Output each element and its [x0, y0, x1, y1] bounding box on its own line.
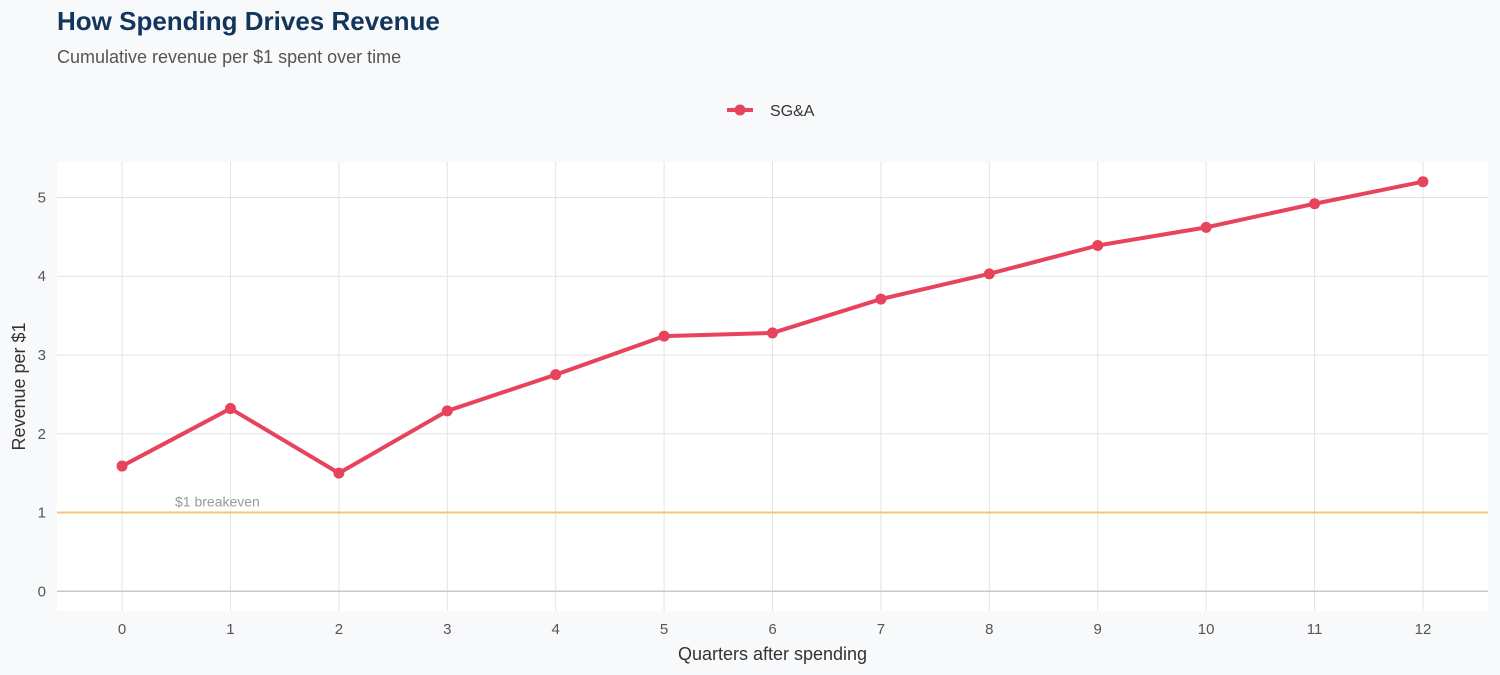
data-point [1309, 198, 1321, 210]
x-tick-label: 11 [1307, 621, 1323, 638]
data-point [1417, 176, 1429, 188]
data-point [333, 467, 345, 479]
x-tick-label: 1 [226, 621, 234, 638]
chart-subtitle: Cumulative revenue per $1 spent over tim… [57, 47, 402, 67]
data-point [1092, 239, 1104, 251]
data-point [875, 293, 887, 305]
y-axis-label: Revenue per $1 [9, 322, 29, 450]
chart-title: How Spending Drives Revenue [57, 6, 440, 36]
y-tick-label: 0 [38, 583, 46, 600]
data-point [983, 268, 995, 280]
data-point [441, 405, 453, 417]
x-tick-label: 3 [443, 621, 451, 638]
breakeven-label: $1 breakeven [175, 494, 260, 510]
y-tick-label: 4 [38, 268, 46, 285]
x-tick-label: 5 [660, 621, 668, 638]
data-point [116, 460, 128, 472]
legend-marker [734, 104, 746, 116]
data-point [658, 330, 670, 342]
y-tick-label: 1 [38, 505, 46, 522]
y-tick-label: 3 [38, 347, 46, 364]
x-tick-label: 12 [1415, 621, 1432, 638]
data-point [550, 369, 562, 381]
x-tick-label: 7 [877, 621, 885, 638]
x-tick-label: 4 [552, 621, 560, 638]
x-tick-label: 0 [118, 621, 126, 638]
data-point [767, 327, 778, 339]
x-tick-label: 9 [1094, 621, 1102, 638]
x-axis-label: Quarters after spending [678, 644, 867, 664]
x-tick-label: 2 [335, 621, 343, 638]
x-tick-label: 10 [1198, 621, 1215, 638]
x-tick-label: 8 [985, 621, 993, 638]
y-tick-label: 5 [38, 189, 46, 206]
data-point [1200, 221, 1212, 233]
data-point [224, 403, 236, 415]
x-tick-label: 6 [768, 621, 776, 638]
y-tick-label: 2 [38, 426, 46, 443]
legend-label: SG&A [770, 103, 815, 120]
